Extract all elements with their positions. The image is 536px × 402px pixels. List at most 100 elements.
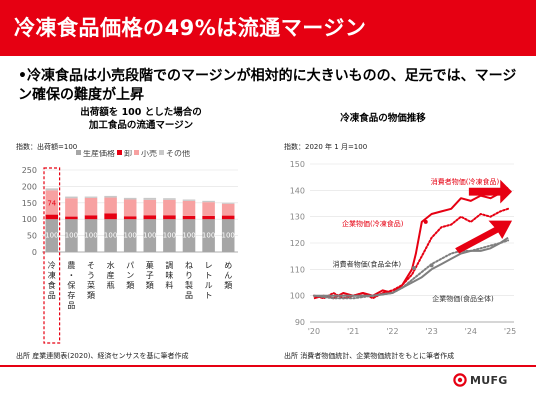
bar-legend-label: その他 [166,150,190,158]
bar-segment [163,219,176,252]
bar-segment [123,199,137,217]
bar-segment [84,196,98,198]
bar-segment [143,219,157,252]
line-x-tick-label: '20 [308,327,320,336]
bar-segment [65,196,78,199]
bar-value-label: 100 [163,232,176,240]
line-x-tick-label: '25 [504,327,516,336]
bar-y-tick-label: 50 [27,232,37,241]
mufg-logo: MUFG [453,373,508,387]
bar-chart-unit-label: 指数：出荷額=100 [16,143,78,151]
line-chart-title: 冷凍食品の物価推移 [340,113,426,124]
line-annotation: 企業物価(食品全体) [432,294,494,303]
line-annotation: 消費者物価(冷凍食品) [431,177,500,186]
bar-category-label: レトルト [205,261,213,300]
bar-legend-swatch [117,150,122,155]
line-annotation: 企業物価(冷凍食品) [342,219,404,228]
bar-segment [104,213,117,220]
line-series [313,186,509,300]
bar-category-label: パン類 [126,261,134,290]
highlight-box [43,167,61,344]
slide-title: 冷凍食品価格の49%は流通マージン [14,16,367,40]
line-x-tick-label: '24 [465,327,477,336]
title-bar: 冷凍食品価格の49%は流通マージン [0,0,536,56]
line-y-tick-label: 100 [290,292,305,301]
bar-value-label: 100 [222,232,235,240]
bar-segment [221,202,235,204]
bar-value-label: 100 [202,232,215,240]
bar-segment [221,203,235,216]
bar-segment [84,197,98,216]
bar-segment [84,215,98,220]
line-y-tick-label: 120 [290,239,305,248]
line-y-tick-label: 110 [290,265,305,274]
bar-legend-swatch [159,150,164,155]
bar-value-label: 100 [84,232,97,240]
bar-segment [182,219,196,252]
mufg-logo-icon [453,373,467,387]
bar-segment [123,197,137,200]
bar-legend-swatch [76,150,81,155]
bar-y-tick-label: 100 [22,215,37,224]
bar-value-label: 100 [104,232,117,240]
annotation-marker [429,263,434,268]
bar-legend-label: 生産価格 [83,150,115,158]
footer-divider [0,365,536,367]
bar-segment [143,215,157,220]
bar-segment [182,199,196,201]
bar-chart-title-line2: 加工食品の流通マージン [88,120,194,131]
bar-value-label: 100 [182,232,195,240]
bar-legend-label: 小売 [141,150,157,158]
bar-category-label: 冷凍食品 [48,260,56,300]
bar-category-label: 農・保存品 [67,260,75,310]
bar-category-label: ねり製品 [185,261,193,300]
bar-y-tick-label: 200 [22,182,37,191]
bar-chart-source: 出所 産業連関表(2020)、経済センサスを基に筆者作成 [16,352,189,360]
bar-segment [202,200,215,203]
bar-value-label: 100 [45,232,58,240]
line-y-tick-label: 90 [295,318,305,327]
bar-category-label: 菓子類 [146,260,154,290]
trend-arrow [455,220,513,254]
bar-segment [221,219,235,252]
bar-segment [143,199,157,216]
annotation-marker [411,266,416,271]
bar-category-label: 水産瓶 [107,260,115,290]
line-x-tick-label: '22 [386,327,398,336]
bar-segment [104,195,117,198]
bar-category-label: 調味料 [165,260,173,290]
bar-value-label: 74 [47,199,56,207]
bar-segment [65,198,78,217]
bar-chart: 0 50 100 150 200 250 生産価格 卸 小売 その他 100 74 冷凍食品 100 農・保… [22,150,238,344]
line-chart: 90 100 110 120 130 140 150 '20 '21 '22 '23 '24 '25 消費… [290,160,517,336]
line-y-tick-label: 140 [290,186,305,195]
bar-segment [143,197,157,200]
bar-segment [104,219,117,252]
bar-segment [182,215,196,220]
bar-value-label: 100 [143,232,156,240]
bar-value-label: 100 [65,232,78,240]
bar-segment [45,214,59,220]
bar-y-tick-label: 250 [22,166,37,175]
bar-segment [84,219,98,252]
annotation-marker [423,219,428,224]
bar-segment [202,215,215,220]
line-annotation: 消費者物価(食品全体) [333,260,402,269]
bar-segment [182,200,196,216]
bar-segment [163,215,176,220]
bar-segment [123,216,137,220]
bar-segment [202,219,215,252]
bar-segment [104,197,117,214]
bar-segment [45,190,59,215]
bar-y-tick-label: 150 [22,199,37,208]
line-x-tick-label: '21 [347,327,359,336]
bar-chart-title: 出荷額を 100 とした場合の 加工食品の流通マージン [66,106,216,132]
bullet-text: •冷凍食品は小売段階でのマージンが相対的に大きいものの、足元では、マージン確保の… [18,68,517,103]
bar-segment [123,219,137,252]
bar-legend-swatch [134,150,139,155]
line-chart-source: 出所 消費者物価統計、企業物価統計をもとに筆者作成 [284,352,455,360]
trend-arrow [468,179,513,204]
line-series [313,236,509,297]
bar-segment [163,198,176,200]
bar-segment [45,188,59,191]
